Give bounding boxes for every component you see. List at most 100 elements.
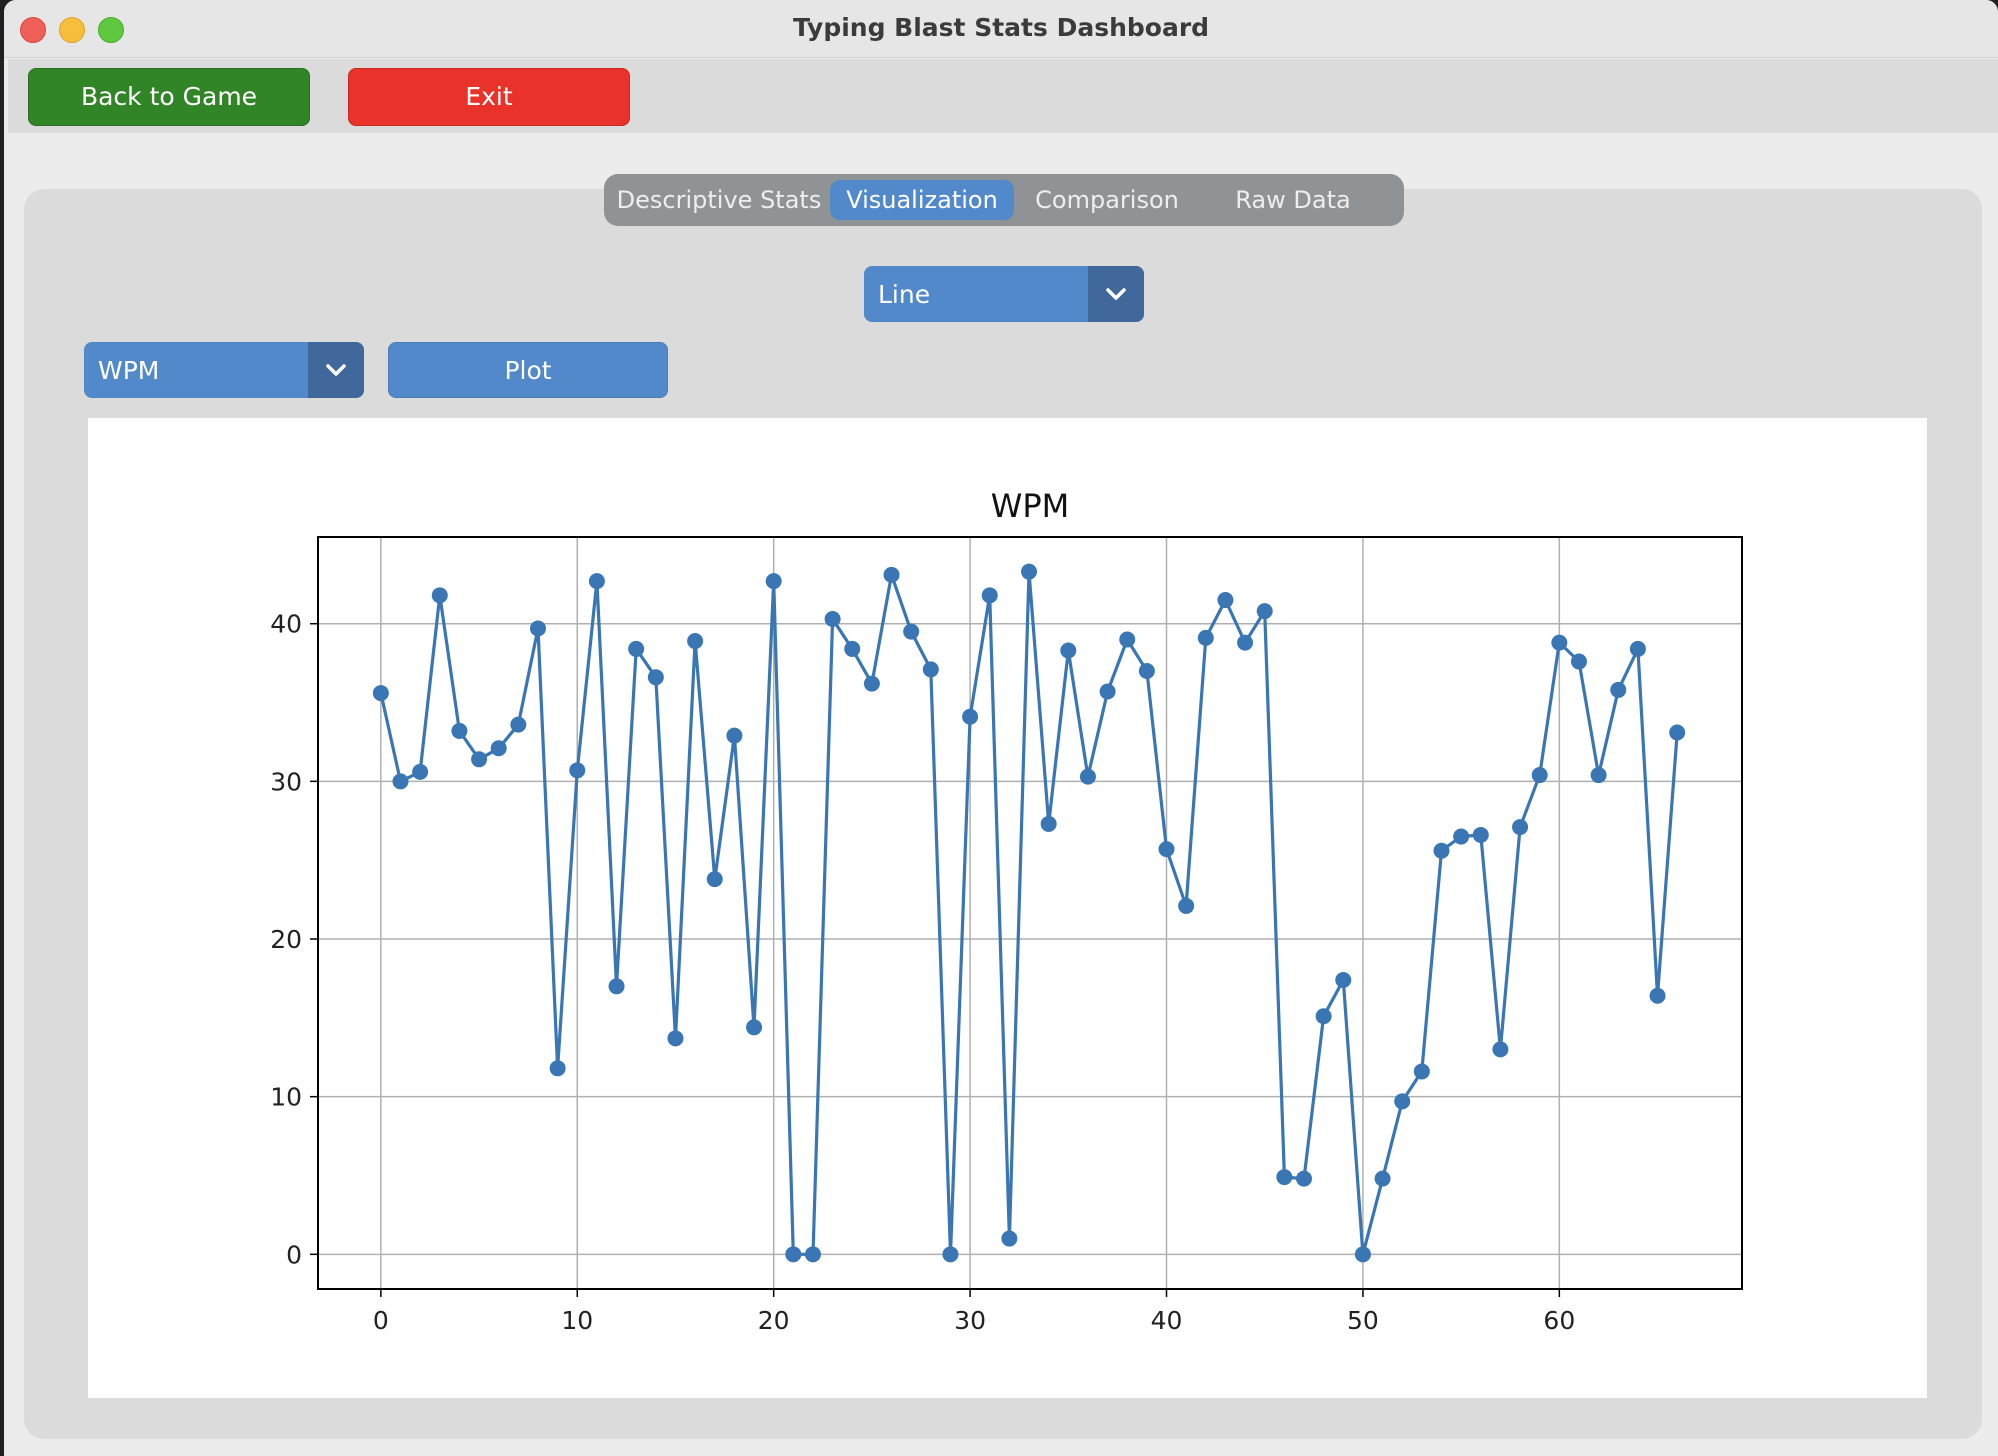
data-point xyxy=(549,1060,566,1077)
tab-visualization[interactable]: Visualization xyxy=(830,180,1014,220)
chart-canvas: 0 10 20 30 40 50 60 0 10 20 30 40 WPM xyxy=(88,418,1927,1398)
data-point xyxy=(922,661,939,678)
back-to-game-button[interactable]: Back to Game xyxy=(28,68,310,126)
data-point xyxy=(451,722,468,739)
data-point xyxy=(1315,1008,1332,1025)
data-point xyxy=(647,669,664,686)
metric-dropdown[interactable]: WPM xyxy=(84,342,364,398)
data-point xyxy=(942,1246,959,1263)
data-point xyxy=(588,573,605,590)
data-point xyxy=(844,640,861,657)
data-point xyxy=(1492,1041,1509,1058)
metric-value: WPM xyxy=(98,356,160,385)
data-point xyxy=(1413,1063,1430,1080)
data-point xyxy=(1021,563,1038,580)
data-point xyxy=(510,716,527,733)
data-point xyxy=(529,620,546,637)
data-point xyxy=(962,708,979,725)
data-point xyxy=(1531,767,1548,784)
data-point xyxy=(412,763,429,780)
data-point xyxy=(726,727,743,744)
data-point xyxy=(765,573,782,590)
data-point xyxy=(1335,972,1352,989)
data-point xyxy=(1178,897,1195,914)
x-tick-label: 30 xyxy=(954,1306,986,1335)
chevron-down-icon[interactable] xyxy=(1088,266,1144,322)
series-line xyxy=(379,570,1679,1256)
data-point xyxy=(1570,653,1587,670)
maximize-window-button[interactable] xyxy=(98,17,124,43)
data-point xyxy=(471,751,488,768)
data-point xyxy=(1295,1170,1312,1187)
data-point xyxy=(903,623,920,640)
data-point xyxy=(1669,724,1686,741)
data-point xyxy=(824,610,841,627)
data-point xyxy=(1060,642,1077,659)
window-title: Typing Blast Stats Dashboard xyxy=(792,13,1210,42)
line-chart: 0 10 20 30 40 50 60 0 10 20 30 40 WPM xyxy=(270,487,1743,1335)
top-toolbar: Back to Game Exit xyxy=(8,59,1998,133)
data-point xyxy=(1119,631,1136,648)
data-point xyxy=(372,685,389,702)
data-point xyxy=(490,740,507,757)
data-point xyxy=(1394,1093,1411,1110)
data-point xyxy=(1629,640,1646,657)
y-tick-label: 0 xyxy=(286,1240,302,1269)
close-window-button[interactable] xyxy=(20,17,46,43)
data-point xyxy=(1649,987,1666,1004)
data-point xyxy=(785,1246,802,1263)
data-point xyxy=(1217,592,1234,609)
x-tick-label: 40 xyxy=(1151,1306,1183,1335)
data-point xyxy=(667,1030,684,1047)
chevron-down-icon[interactable] xyxy=(308,342,364,398)
data-point xyxy=(1197,629,1214,646)
data-point xyxy=(608,978,625,995)
chart-title: WPM xyxy=(991,487,1070,525)
data-point xyxy=(883,566,900,583)
tab-raw-data[interactable]: Raw Data xyxy=(1235,186,1351,214)
data-point xyxy=(1040,815,1057,832)
data-point xyxy=(1551,634,1568,651)
x-tick-label: 50 xyxy=(1347,1306,1379,1335)
app-window: Typing Blast Stats Dashboard Back to Gam… xyxy=(4,0,1998,1456)
data-point xyxy=(1472,826,1489,843)
data-point xyxy=(1158,841,1175,858)
data-point xyxy=(1256,603,1273,620)
tab-comparison[interactable]: Comparison xyxy=(1035,186,1179,214)
data-point xyxy=(804,1246,821,1263)
title-bar: Typing Blast Stats Dashboard xyxy=(4,0,1998,58)
minimize-window-button[interactable] xyxy=(59,17,85,43)
chart-type-value: Line xyxy=(878,280,931,309)
tab-descriptive-stats[interactable]: Descriptive Stats xyxy=(616,186,822,214)
y-tick-label: 40 xyxy=(270,610,302,639)
x-tick-label: 20 xyxy=(758,1306,790,1335)
data-point xyxy=(1453,828,1470,845)
data-point xyxy=(1001,1230,1018,1247)
data-point xyxy=(1374,1170,1391,1187)
data-point xyxy=(746,1019,763,1036)
data-point xyxy=(1433,842,1450,859)
plot-frame xyxy=(317,536,1743,1290)
data-point xyxy=(1354,1246,1371,1263)
data-point xyxy=(863,675,880,692)
data-point xyxy=(706,871,723,888)
x-tick-label: 60 xyxy=(1543,1306,1575,1335)
data-point xyxy=(1079,768,1096,785)
tab-bar: Descriptive Stats Visualization Comparis… xyxy=(604,174,1404,226)
data-point xyxy=(981,587,998,604)
y-tick-label: 20 xyxy=(270,925,302,954)
data-point xyxy=(392,773,409,790)
x-tick-label: 0 xyxy=(373,1306,389,1335)
data-point xyxy=(1099,683,1116,700)
data-point xyxy=(628,640,645,657)
x-tick-label: 10 xyxy=(561,1306,593,1335)
data-point xyxy=(431,587,448,604)
data-point xyxy=(687,633,704,650)
data-point xyxy=(1276,1169,1293,1186)
data-point xyxy=(1590,767,1607,784)
exit-button[interactable]: Exit xyxy=(348,68,630,126)
chart-type-dropdown[interactable]: Line xyxy=(864,266,1144,322)
plot-button[interactable]: Plot xyxy=(388,342,668,398)
data-point xyxy=(1237,634,1254,651)
y-tick-label: 30 xyxy=(270,767,302,796)
